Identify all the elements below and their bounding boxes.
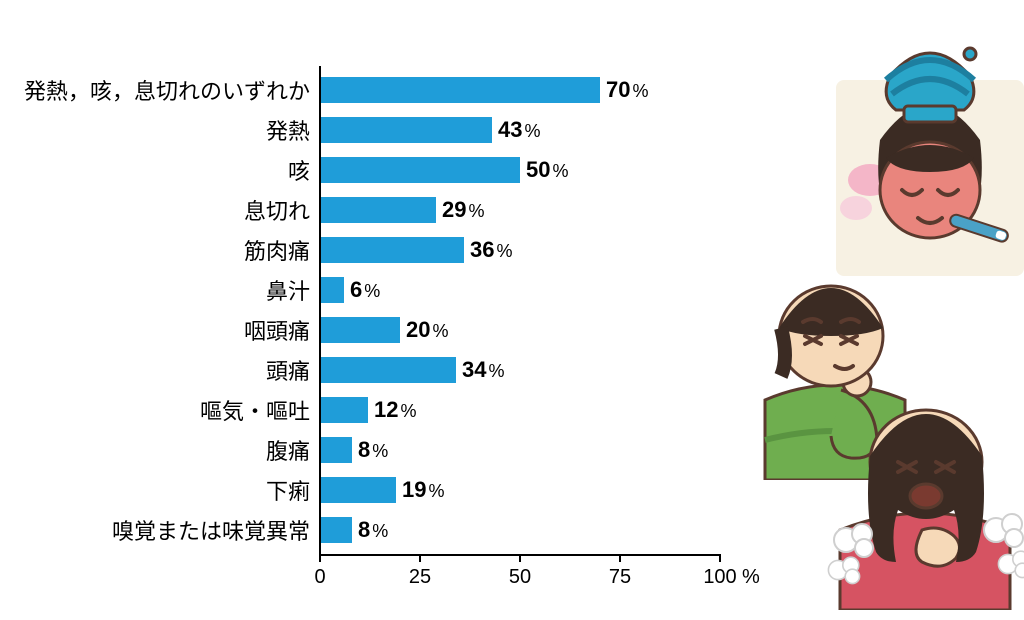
bar-value-label: 19% — [402, 477, 445, 503]
percent-symbol: % — [372, 441, 388, 461]
y-axis-label: 発熱，咳，息切れのいずれか — [24, 74, 320, 106]
bar-value-label: 50% — [526, 157, 569, 183]
bar — [320, 517, 352, 543]
illustration-fever — [830, 40, 1024, 280]
bar — [320, 197, 436, 223]
bar-value-number: 50 — [526, 157, 550, 182]
percent-symbol: % — [400, 401, 416, 421]
bar-value-number: 29 — [442, 197, 466, 222]
bar-value-number: 36 — [470, 237, 494, 262]
bar — [320, 317, 400, 343]
bar-value-label: 70% — [606, 77, 649, 103]
percent-symbol: % — [524, 121, 540, 141]
bar-value-label: 36% — [470, 237, 513, 263]
bar — [320, 77, 600, 103]
y-axis-label: 頭痛 — [266, 354, 320, 386]
bar — [320, 237, 464, 263]
x-axis-tick-label: 75 — [609, 566, 631, 589]
y-axis-label: 筋肉痛 — [244, 234, 320, 266]
bar-value-label: 20% — [406, 317, 449, 343]
bar-value-label: 8% — [358, 437, 388, 463]
x-axis-tick-label: 25 — [409, 566, 431, 589]
illustration-dyspnea — [810, 380, 1024, 610]
x-axis-tick-label: 0 — [314, 566, 325, 589]
bar-value-number: 34 — [462, 357, 486, 382]
percent-symbol: % — [632, 81, 648, 101]
bar — [320, 157, 520, 183]
bar-value-number: 12 — [374, 397, 398, 422]
bar-value-number: 70 — [606, 77, 630, 102]
bar-value-number: 8 — [358, 517, 370, 542]
percent-symbol: % — [428, 481, 444, 501]
bar-value-number: 8 — [358, 437, 370, 462]
percent-symbol: % — [372, 521, 388, 541]
y-axis-label: 息切れ — [244, 194, 320, 226]
bar-value-label: 12% — [374, 397, 417, 423]
percent-symbol: % — [488, 361, 504, 381]
x-axis-tick — [419, 554, 421, 562]
percent-symbol: % — [496, 241, 512, 261]
x-axis-tick — [519, 554, 521, 562]
bar-value-label: 34% — [462, 357, 505, 383]
stage: 発熱，咳，息切れのいずれか 70% 発熱 43% 咳 50% 息切れ 29% 筋肉痛 36% 鼻汁 6… — [0, 0, 1024, 620]
y-axis-label: 嗅覚または味覚異常 — [112, 514, 320, 546]
bar-value-label: 29% — [442, 197, 485, 223]
y-axis-label: 鼻汁 — [266, 274, 320, 306]
bar-value-label: 6% — [350, 277, 380, 303]
x-axis-tick — [319, 554, 321, 562]
bar-value-number: 6 — [350, 277, 362, 302]
bar — [320, 397, 368, 423]
dyspnea-person-icon — [810, 380, 1024, 610]
x-axis-tick — [619, 554, 621, 562]
fever-person-icon — [830, 40, 1024, 280]
x-axis-unit: % — [742, 566, 760, 589]
symptom-bar-chart: 発熱，咳，息切れのいずれか70%発熱43%咳50%息切れ29%筋肉痛36%鼻汁6… — [320, 70, 720, 560]
bar-value-label: 43% — [498, 117, 541, 143]
y-axis-label: 嘔気・嘔吐 — [200, 394, 320, 426]
y-axis-line — [319, 66, 321, 554]
bar — [320, 277, 344, 303]
percent-symbol: % — [552, 161, 568, 181]
x-axis-tick-label: 100 — [703, 566, 736, 589]
percent-symbol: % — [468, 201, 484, 221]
bar — [320, 437, 352, 463]
bar — [320, 477, 396, 503]
y-axis-label: 下痢 — [266, 474, 320, 506]
y-axis-label: 咳 — [288, 154, 320, 186]
y-axis-label: 発熱 — [266, 114, 320, 146]
bar — [320, 117, 492, 143]
x-axis-tick — [719, 554, 721, 562]
x-axis-tick-label: 50 — [509, 566, 531, 589]
bar-value-number: 20 — [406, 317, 430, 342]
bar-value-number: 19 — [402, 477, 426, 502]
bar — [320, 357, 456, 383]
bar-value-number: 43 — [498, 117, 522, 142]
percent-symbol: % — [432, 321, 448, 341]
y-axis-label: 咽頭痛 — [244, 314, 320, 346]
percent-symbol: % — [364, 281, 380, 301]
y-axis-label: 腹痛 — [266, 434, 320, 466]
bar-value-label: 8% — [358, 517, 388, 543]
